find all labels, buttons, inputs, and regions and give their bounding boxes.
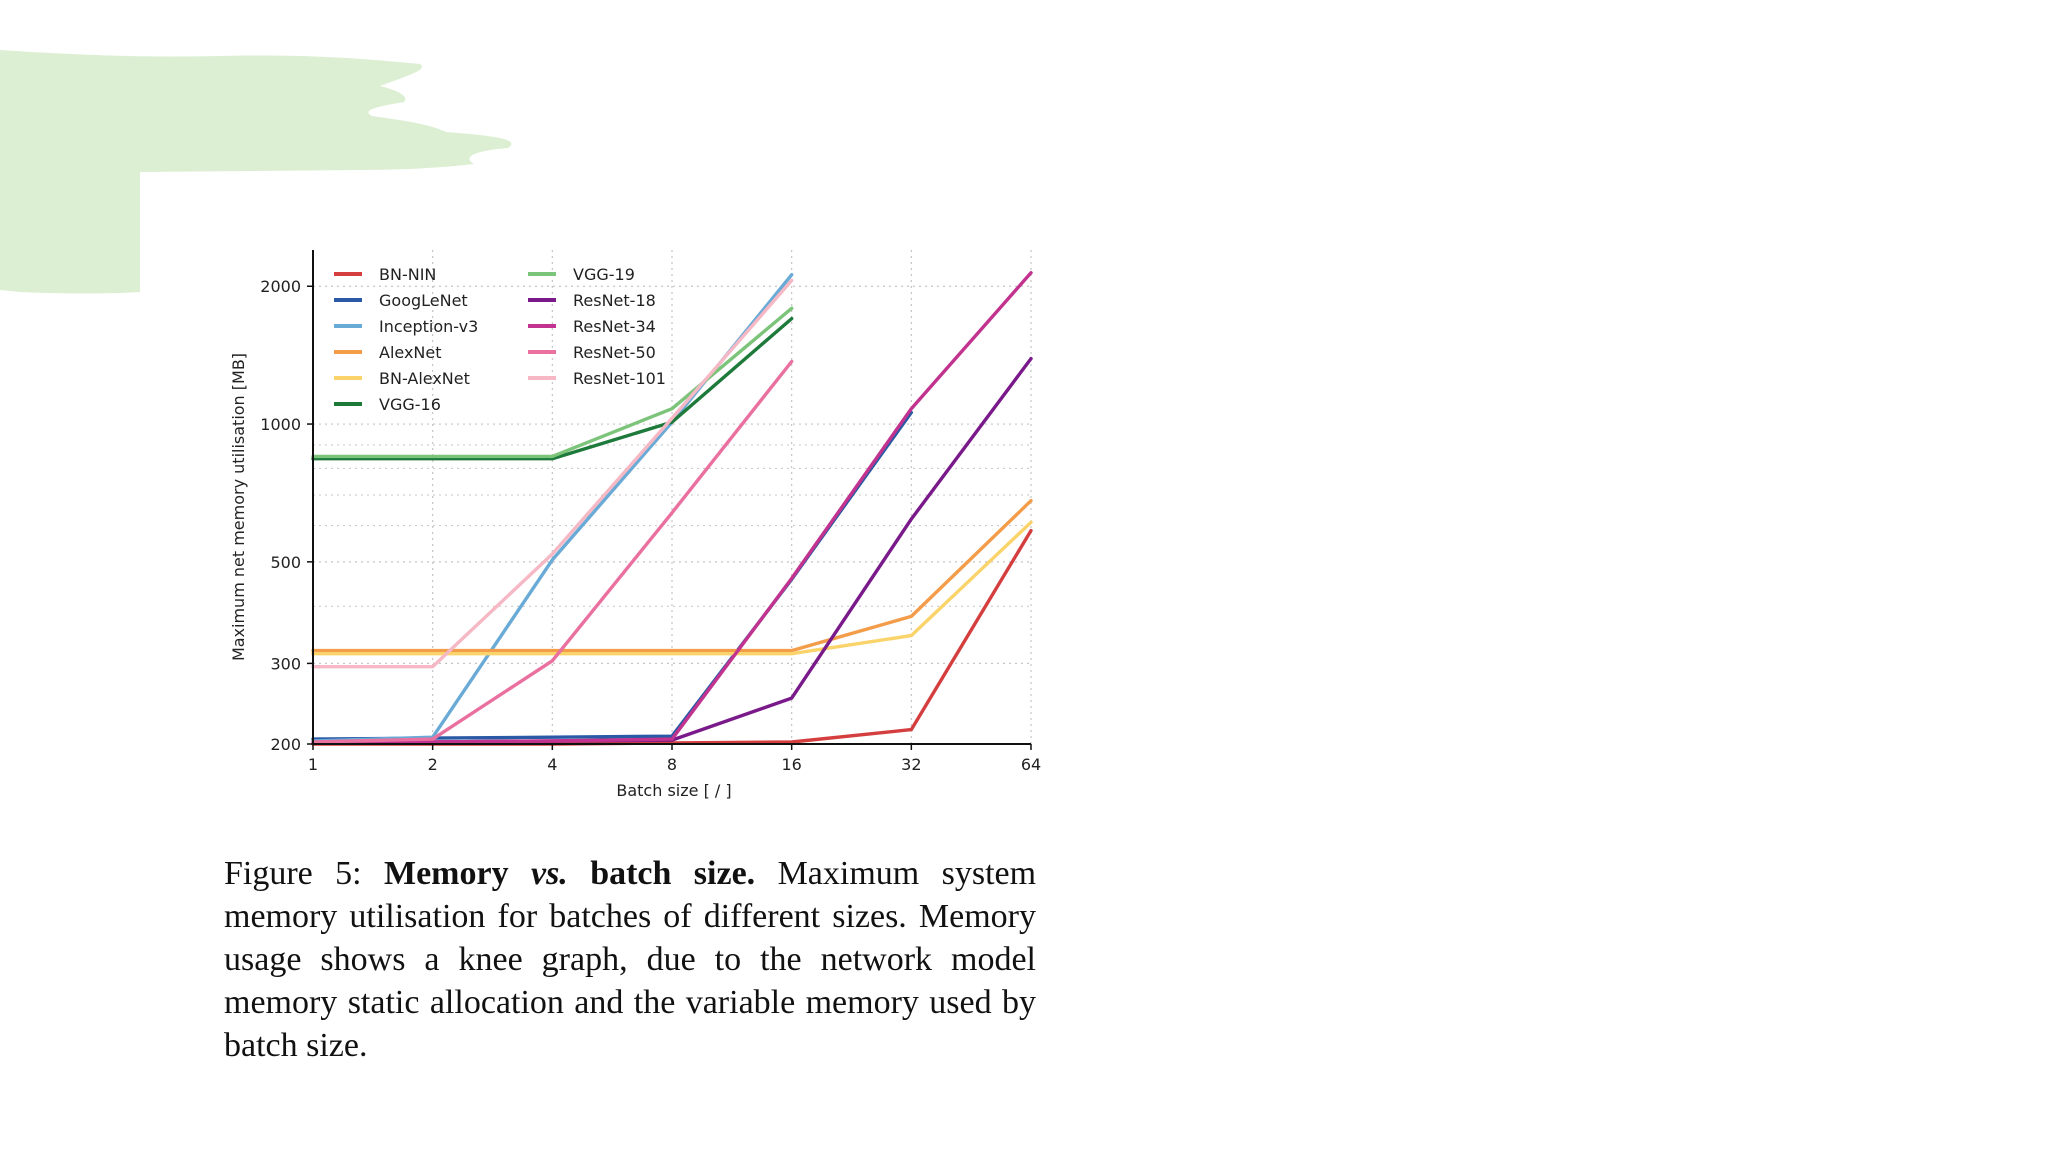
brush-stroke-decoration (0, 50, 512, 294)
caption-title-post: batch size. (590, 855, 756, 892)
figure-caption: Figure 5: Memory vs. batch size. Maximum… (224, 852, 1036, 1067)
caption-body: Maximum system memory utilisation for ba… (224, 855, 1037, 1064)
x-tick-label: 64 (1021, 755, 1041, 774)
series-line-resnet-34 (311, 271, 1033, 745)
series-line-bn-alexnet (311, 520, 1033, 656)
caption-title-pre: Memory (383, 855, 509, 892)
legend-label: VGG-19 (573, 265, 635, 284)
series-line-resnet-50 (311, 359, 794, 744)
x-tick-label: 8 (667, 755, 677, 774)
legend-label: AlexNet (379, 343, 442, 362)
y-tick-label: 200 (270, 735, 301, 754)
x-tick-label: 1 (308, 755, 318, 774)
legend-label: Inception-v3 (379, 317, 478, 336)
legend-label: BN-AlexNet (379, 369, 470, 388)
legend-label: VGG-16 (379, 395, 441, 414)
x-tick-label: 4 (547, 755, 557, 774)
series-line-alexnet (311, 499, 1033, 653)
caption-label: Figure 5: (224, 855, 362, 892)
legend-label: GoogLeNet (379, 291, 468, 310)
y-axis-label: Maximum net memory utilisation [MB] (229, 353, 248, 661)
y-tick-label: 300 (270, 654, 301, 673)
series-line-vgg-19 (311, 306, 794, 459)
legend-label: ResNet-34 (573, 317, 656, 336)
legend-label: ResNet-101 (573, 369, 666, 388)
x-tick-label: 16 (781, 755, 801, 774)
caption-title-vs: vs. (530, 855, 568, 892)
x-tick-label: 32 (901, 755, 921, 774)
series-line-googlenet (311, 410, 913, 741)
legend-label: BN-NIN (379, 265, 436, 284)
x-axis-label: Batch size [ / ] (616, 781, 731, 800)
series-line-resnet-101 (311, 278, 794, 669)
legend-label: ResNet-18 (573, 291, 656, 310)
x-tick-label: 2 (428, 755, 438, 774)
y-tick-label: 2000 (260, 277, 301, 296)
series-line-vgg-16 (311, 316, 794, 461)
y-tick-label: 1000 (260, 415, 301, 434)
brush-stroke-shape (0, 50, 512, 294)
y-tick-label: 500 (270, 553, 301, 572)
legend-label: ResNet-50 (573, 343, 656, 362)
